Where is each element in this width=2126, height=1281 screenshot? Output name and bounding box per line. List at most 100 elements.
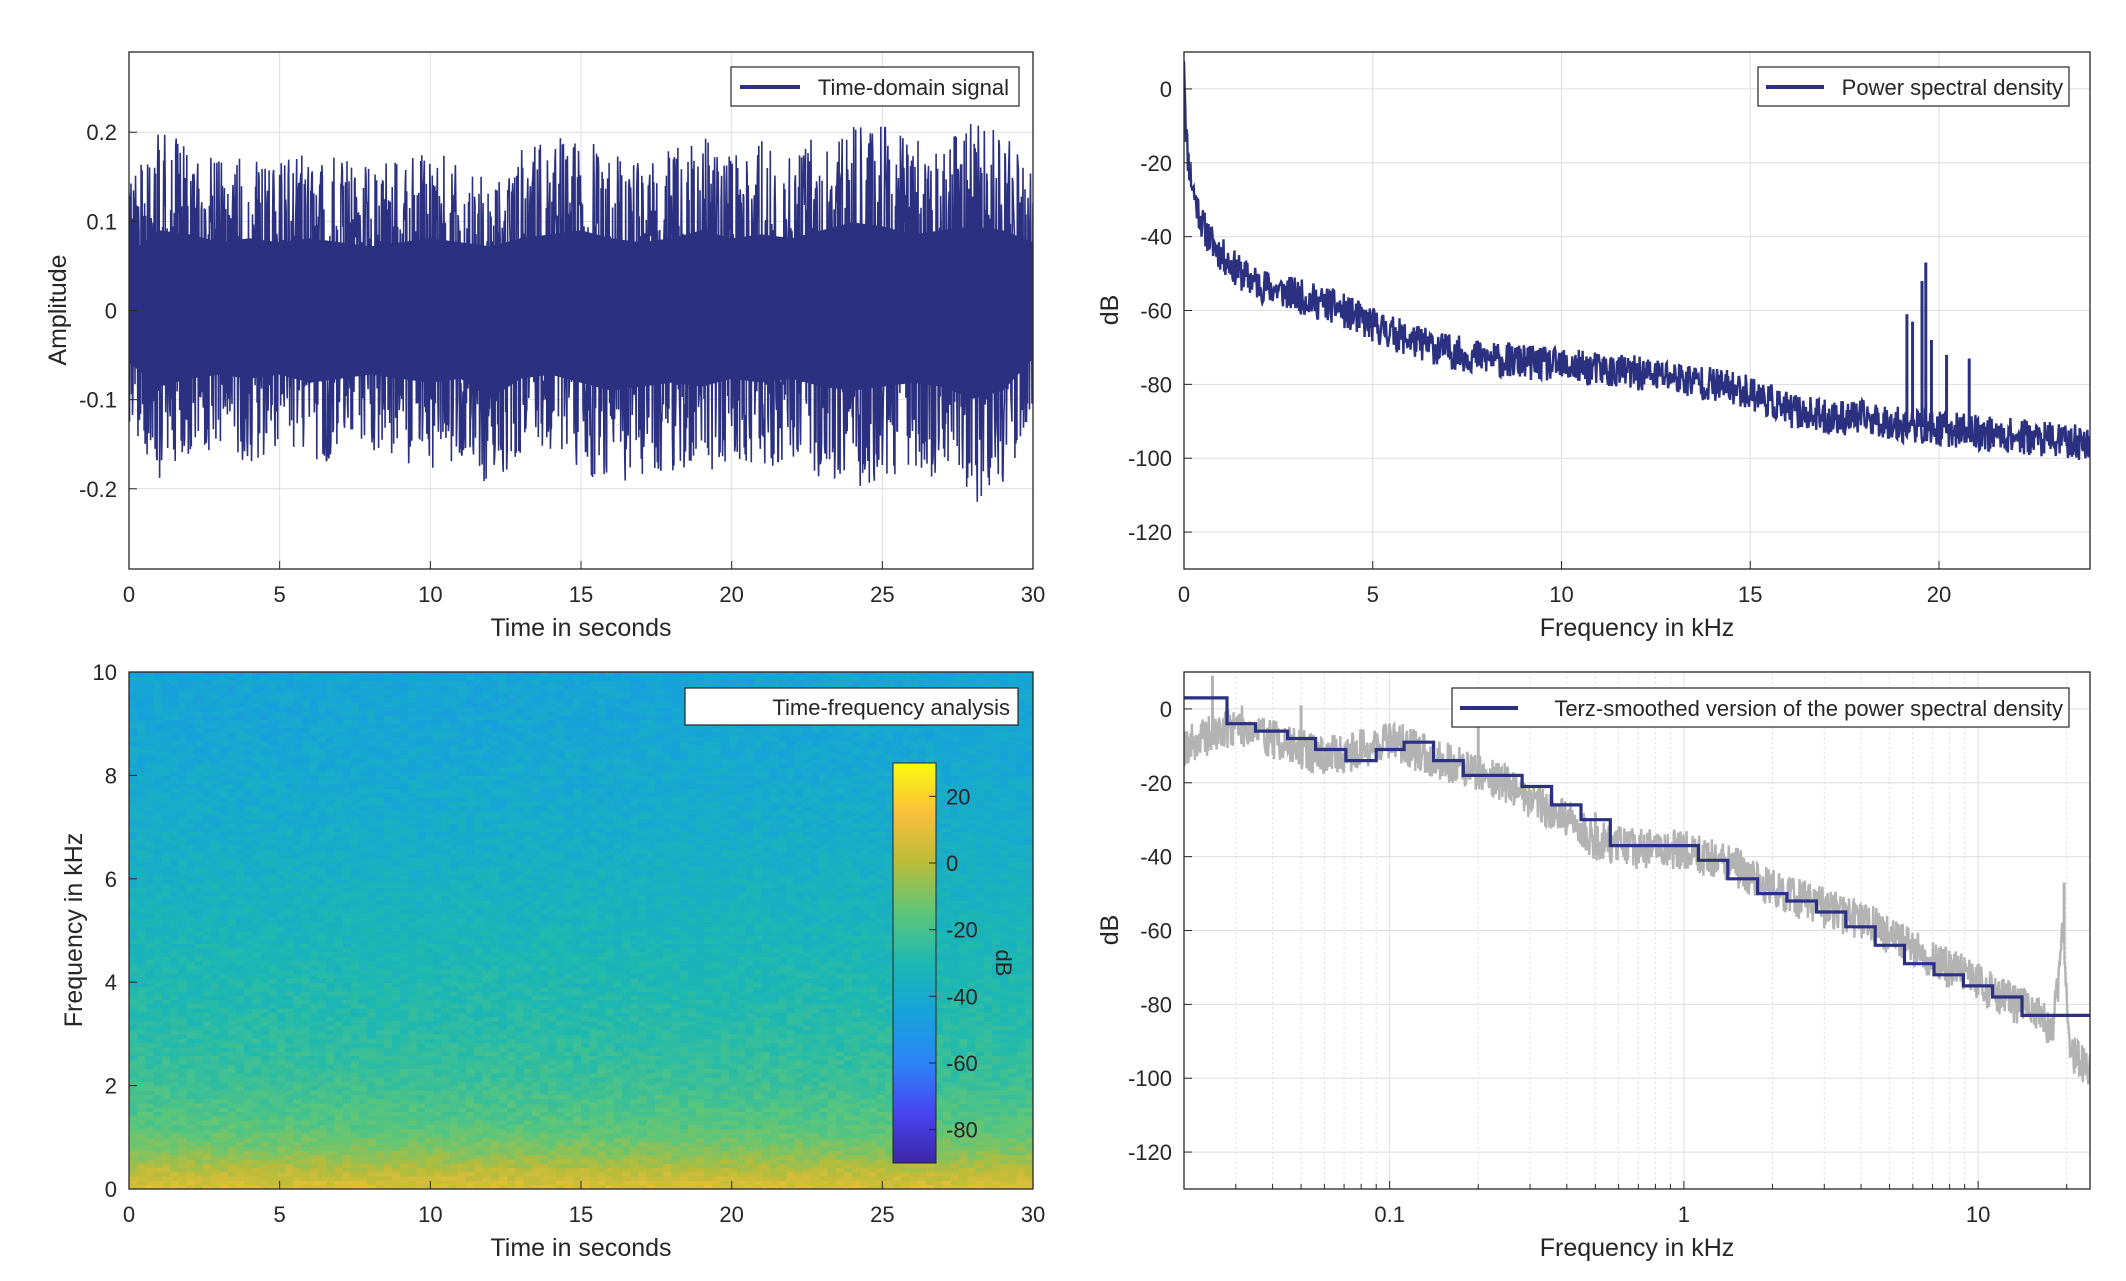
heatmap-cell [548,1176,557,1181]
heatmap-cell [630,1077,639,1082]
heatmap-cell [581,1159,590,1164]
heatmap-cell [515,1051,524,1056]
heatmap-cell [729,1017,738,1022]
heatmap-cell [162,1163,171,1168]
heatmap-cell [310,1004,319,1009]
heatmap-cell [162,1176,171,1181]
heatmap-cell [367,1150,376,1155]
heatmap-cell [507,1099,516,1104]
heatmap-cell [285,1081,294,1086]
heatmap-cell [762,1159,771,1164]
heatmap-cell [408,999,417,1004]
heatmap-cell [819,1172,828,1177]
heatmap-cell [334,1043,343,1048]
heatmap-cell [540,1150,549,1155]
heatmap-cell [869,1038,878,1043]
heatmap-cell [154,1008,163,1013]
heatmap-cell [737,1038,746,1043]
heatmap-cell [408,1068,417,1073]
heatmap-cell [474,1025,483,1030]
heatmap-cell [376,1004,385,1009]
heatmap-cell [293,1064,302,1069]
heatmap-cell [219,1103,228,1108]
heatmap-cell [770,1090,779,1095]
heatmap-cell [860,1163,869,1168]
heatmap-cell [852,1116,861,1121]
heatmap-cell [367,1116,376,1121]
heatmap-cell [606,1086,615,1091]
heatmap-cell [819,1094,828,1099]
heatmap-cell [236,1055,245,1060]
heatmap-cell [819,1064,828,1069]
heatmap-cell [343,1047,352,1052]
heatmap-cell [630,999,639,1004]
heatmap-cell [219,1064,228,1069]
heatmap-cell [178,1038,187,1043]
heatmap-cell [671,1012,680,1017]
heatmap-cell [975,1030,984,1035]
heatmap-cell [992,1103,1001,1108]
heatmap-cell [754,1081,763,1086]
heatmap-cell [1008,1077,1017,1082]
heatmap-cell [540,1137,549,1142]
heatmap-cell [433,1094,442,1099]
heatmap-cell [154,1150,163,1155]
heatmap-cell [1008,1137,1017,1142]
heatmap-cell [943,1090,952,1095]
heatmap-cell [187,1068,196,1073]
heatmap-cell [359,1047,368,1052]
heatmap-cell [145,1012,154,1017]
heatmap-cell [959,1034,968,1039]
heatmap-cell [277,1064,286,1069]
heatmap-cell [1017,1107,1026,1112]
heatmap-cell [869,999,878,1004]
heatmap-cell [770,1055,779,1060]
heatmap-cell [482,1163,491,1168]
heatmap-cell [1017,1034,1026,1039]
heatmap-cell [154,995,163,1000]
heatmap-cell [187,1146,196,1151]
heatmap-cell [425,1047,434,1052]
heatmap-cell [811,1142,820,1147]
heatmap-cell [778,1137,787,1142]
heatmap-cell [384,1155,393,1160]
heatmap-cell [515,1150,524,1155]
heatmap-cell [721,1103,730,1108]
heatmap-cell [1017,1086,1026,1091]
heatmap-cell [712,1150,721,1155]
heatmap-cell [680,1090,689,1095]
heatmap-cell [137,1099,146,1104]
heatmap-cell [639,1008,648,1013]
heatmap-cell [285,1137,294,1142]
heatmap-cell [597,1004,606,1009]
heatmap-cell [696,1180,705,1185]
heatmap-cell [778,1051,787,1056]
heatmap-cell [228,1107,237,1112]
heatmap-cell [252,1025,261,1030]
heatmap-cell [474,1111,483,1116]
heatmap-cell [474,995,483,1000]
heatmap-cell [408,995,417,1000]
heatmap-cell [655,1064,664,1069]
heatmap-cell [474,1094,483,1099]
heatmap-cell [1025,1086,1034,1091]
heatmap-cell [696,1012,705,1017]
heatmap-cell [622,1180,631,1185]
heatmap-cell [441,1025,450,1030]
heatmap-cell [170,1025,179,1030]
heatmap-cell [754,1159,763,1164]
heatmap-cell [663,1086,672,1091]
heatmap-cell [228,1176,237,1181]
heatmap-cell [499,1025,508,1030]
heatmap-cell [269,1086,278,1091]
heatmap-cell [211,1017,220,1022]
heatmap-cell [244,1133,253,1138]
heatmap-cell [260,1159,269,1164]
heatmap-cell [819,1051,828,1056]
heatmap-cell [252,1068,261,1073]
heatmap-cell [630,1099,639,1104]
heatmap-cell [622,1030,631,1035]
heatmap-cell [573,1034,582,1039]
heatmap-cell [178,1021,187,1026]
